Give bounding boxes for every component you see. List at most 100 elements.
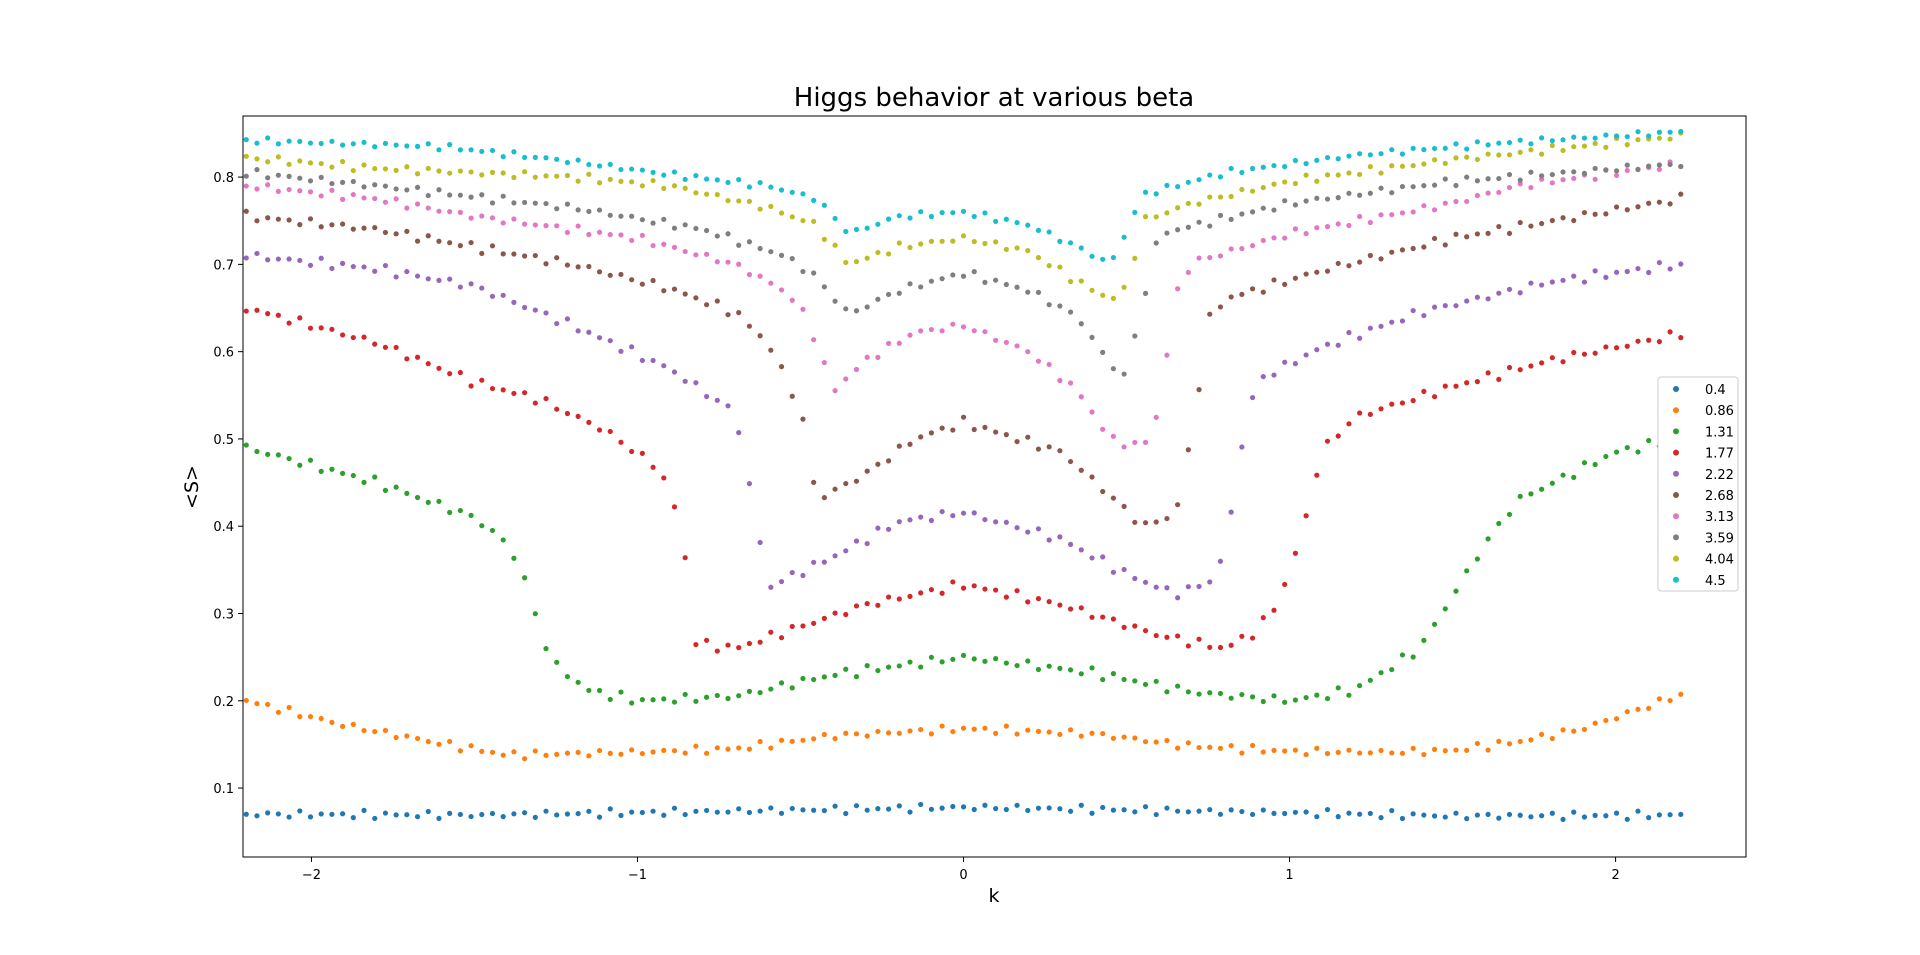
legend-marker — [1673, 513, 1679, 520]
data-point — [1485, 230, 1491, 236]
data-point — [993, 730, 999, 737]
data-point — [661, 363, 667, 369]
data-point — [329, 138, 335, 144]
data-point — [661, 241, 667, 247]
data-point — [586, 208, 592, 215]
data-point — [671, 244, 678, 250]
data-point — [1132, 333, 1138, 339]
data-point — [500, 814, 506, 820]
legend-item: 4.5 — [1673, 574, 1726, 589]
data-point — [789, 255, 795, 262]
legend-label: 4.04 — [1705, 553, 1734, 568]
data-point — [853, 731, 860, 737]
data-point — [1453, 231, 1459, 237]
data-point — [1656, 339, 1662, 345]
data-point — [414, 814, 421, 820]
data-point — [382, 810, 389, 816]
data-point — [1635, 265, 1641, 272]
data-point — [661, 747, 667, 753]
data-point — [340, 811, 346, 817]
data-point — [361, 184, 367, 190]
legend-label: 2.22 — [1705, 468, 1734, 483]
data-point — [1110, 254, 1117, 261]
data-point — [768, 280, 774, 286]
data-point — [1485, 811, 1491, 817]
data-point — [982, 658, 988, 664]
data-point — [650, 242, 656, 249]
data-point — [843, 730, 849, 736]
data-point — [778, 680, 785, 686]
data-point — [746, 323, 753, 329]
data-point — [896, 730, 902, 736]
data-point — [479, 748, 485, 755]
data-point — [714, 177, 720, 183]
data-point — [1431, 813, 1438, 819]
data-point — [307, 216, 314, 222]
data-point — [1260, 289, 1266, 295]
data-point — [1549, 480, 1555, 486]
data-point — [778, 635, 785, 641]
data-point — [275, 188, 281, 195]
data-point — [1078, 394, 1084, 400]
data-point — [1185, 269, 1191, 276]
data-point — [1239, 169, 1245, 176]
data-point — [1110, 295, 1117, 301]
data-point — [1057, 806, 1063, 812]
data-point — [393, 812, 399, 818]
data-point — [1271, 607, 1277, 613]
data-point — [1239, 186, 1245, 193]
data-point — [757, 539, 763, 546]
data-point — [1142, 439, 1149, 445]
data-point — [1046, 729, 1052, 735]
data-point — [1217, 194, 1224, 200]
data-point — [1496, 152, 1502, 158]
data-point — [554, 812, 560, 818]
data-point — [1496, 140, 1502, 146]
data-point — [682, 555, 688, 561]
data-point — [618, 178, 624, 184]
data-point — [1067, 541, 1074, 547]
data-point — [907, 809, 913, 815]
data-point — [1121, 676, 1127, 683]
data-point — [1014, 245, 1020, 251]
data-point — [1271, 277, 1277, 283]
data-point — [1057, 534, 1063, 540]
data-point — [629, 747, 635, 753]
data-point — [436, 277, 442, 283]
data-point — [1389, 807, 1395, 814]
data-point — [243, 697, 249, 704]
data-point — [372, 182, 378, 188]
data-point — [1175, 183, 1181, 190]
data-point — [853, 803, 860, 809]
data-point — [1207, 644, 1213, 650]
data-point — [607, 750, 613, 756]
data-point — [596, 180, 603, 186]
data-point — [1089, 665, 1095, 671]
data-point — [596, 335, 603, 341]
data-point — [1560, 472, 1566, 478]
data-point — [1474, 740, 1480, 747]
data-point — [511, 216, 517, 222]
data-point — [1046, 263, 1052, 269]
data-point — [1624, 162, 1630, 168]
data-point — [564, 750, 571, 756]
data-point — [457, 748, 463, 754]
data-point — [778, 578, 785, 585]
data-point — [918, 801, 924, 808]
data-point — [1067, 278, 1074, 285]
data-point — [1603, 453, 1609, 460]
data-point — [265, 451, 271, 458]
data-point — [1324, 750, 1331, 757]
data-point — [1346, 222, 1352, 229]
data-point — [1239, 211, 1245, 217]
data-point — [736, 645, 742, 651]
legend-marker — [1673, 407, 1679, 414]
data-point — [1517, 149, 1523, 155]
data-point — [618, 439, 624, 445]
data-point — [1153, 519, 1159, 525]
data-point — [843, 548, 849, 554]
data-point — [286, 704, 292, 711]
data-point — [468, 215, 474, 221]
data-point — [414, 184, 421, 191]
data-point — [350, 721, 356, 727]
